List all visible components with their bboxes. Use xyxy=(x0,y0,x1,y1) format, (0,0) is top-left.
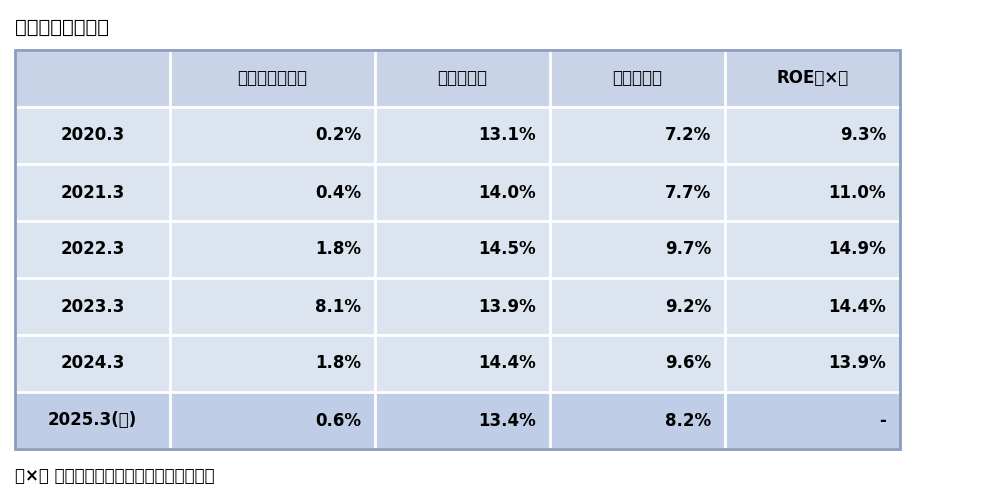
Text: 13.9%: 13.9% xyxy=(828,355,886,373)
Bar xyxy=(375,107,550,164)
Bar xyxy=(550,50,725,107)
Bar xyxy=(375,278,550,335)
Bar xyxy=(725,392,900,449)
Text: 9.3%: 9.3% xyxy=(840,127,886,145)
Bar xyxy=(170,392,375,449)
Bar xyxy=(170,107,375,164)
Bar xyxy=(725,335,900,392)
Bar xyxy=(170,164,375,221)
Bar xyxy=(15,50,170,107)
Text: 0.2%: 0.2% xyxy=(315,127,361,145)
Bar xyxy=(375,164,550,221)
Text: 営業収益成長率: 営業収益成長率 xyxy=(238,70,307,88)
Bar xyxy=(15,50,900,449)
Text: 8.1%: 8.1% xyxy=(315,298,361,316)
Text: 収益性指標の推移: 収益性指標の推移 xyxy=(15,18,109,37)
Bar xyxy=(375,392,550,449)
Text: 営業利益率: 営業利益率 xyxy=(437,70,487,88)
Text: 0.6%: 0.6% xyxy=(315,412,361,430)
Bar xyxy=(15,221,170,278)
Bar xyxy=(550,164,725,221)
Text: 14.9%: 14.9% xyxy=(828,241,886,259)
Bar xyxy=(725,50,900,107)
Bar xyxy=(725,221,900,278)
Text: 8.2%: 8.2% xyxy=(665,412,711,430)
Text: 14.5%: 14.5% xyxy=(478,241,536,259)
Text: 2024.3: 2024.3 xyxy=(61,355,124,373)
Bar xyxy=(375,335,550,392)
Bar xyxy=(550,335,725,392)
Text: 当期利益率: 当期利益率 xyxy=(612,70,662,88)
Text: 13.9%: 13.9% xyxy=(478,298,536,316)
Bar xyxy=(725,107,900,164)
Text: 2022.3: 2022.3 xyxy=(61,241,124,259)
Text: 13.1%: 13.1% xyxy=(478,127,536,145)
Bar xyxy=(15,335,170,392)
Bar xyxy=(15,107,170,164)
Text: 2023.3: 2023.3 xyxy=(61,298,124,316)
Bar xyxy=(170,278,375,335)
Text: 9.6%: 9.6% xyxy=(665,355,711,373)
Text: 7.2%: 7.2% xyxy=(665,127,711,145)
Bar xyxy=(550,392,725,449)
Text: 1.8%: 1.8% xyxy=(315,241,361,259)
Text: 14.4%: 14.4% xyxy=(478,355,536,373)
Bar xyxy=(15,278,170,335)
Text: 2021.3: 2021.3 xyxy=(61,184,124,202)
Bar xyxy=(375,50,550,107)
Text: 14.4%: 14.4% xyxy=(828,298,886,316)
Bar xyxy=(15,392,170,449)
Text: ROE（×）: ROE（×） xyxy=(776,70,849,88)
Bar xyxy=(170,50,375,107)
Bar xyxy=(375,221,550,278)
Text: 1.8%: 1.8% xyxy=(315,355,361,373)
Bar xyxy=(725,278,900,335)
Text: 0.4%: 0.4% xyxy=(315,184,361,202)
Text: -: - xyxy=(879,412,886,430)
Bar xyxy=(550,107,725,164)
Text: 7.7%: 7.7% xyxy=(665,184,711,202)
Bar xyxy=(725,164,900,221)
Bar xyxy=(170,221,375,278)
Text: （×） 株主資本当社に帰属する当期利益率: （×） 株主資本当社に帰属する当期利益率 xyxy=(15,467,215,485)
Bar xyxy=(15,164,170,221)
Text: 13.4%: 13.4% xyxy=(478,412,536,430)
Text: 2020.3: 2020.3 xyxy=(61,127,124,145)
Text: 11.0%: 11.0% xyxy=(829,184,886,202)
Text: 9.7%: 9.7% xyxy=(665,241,711,259)
Bar xyxy=(170,335,375,392)
Text: 2025.3(予): 2025.3(予) xyxy=(48,412,137,430)
Bar xyxy=(550,278,725,335)
Text: 14.0%: 14.0% xyxy=(478,184,536,202)
Text: 9.2%: 9.2% xyxy=(665,298,711,316)
Bar xyxy=(550,221,725,278)
